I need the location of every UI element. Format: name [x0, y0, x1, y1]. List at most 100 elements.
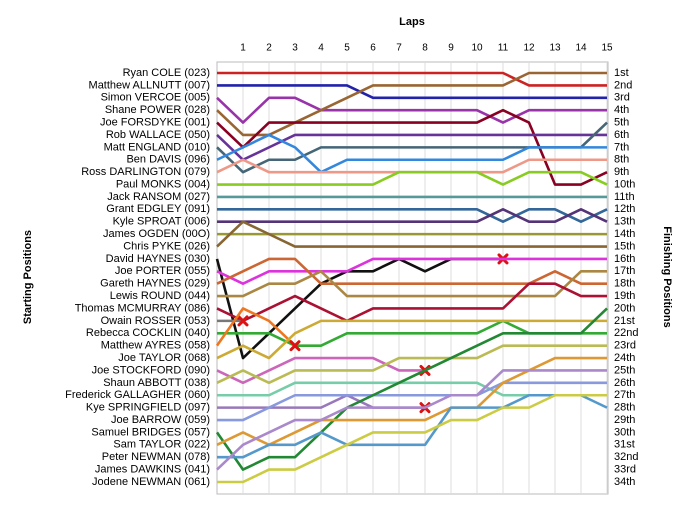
driver-label: Thomas MCMURRAY (086) — [75, 302, 210, 314]
finish-label: 34th — [614, 476, 635, 488]
position-line — [217, 208, 608, 224]
driver-label: Jack RANSOM (027) — [107, 191, 210, 203]
driver-label: Joe BARROW (059) — [111, 414, 210, 426]
driver-label: David HAYNES (030) — [106, 253, 210, 265]
finish-label: 26th — [614, 377, 635, 389]
retired-marker — [237, 315, 249, 327]
position-line — [215, 307, 296, 347]
driver-label: Samuel BRIDGES (057) — [91, 426, 210, 438]
x-tick-label: 12 — [523, 43, 535, 54]
position-line — [216, 282, 607, 323]
y-axis-label: Starting Positions — [22, 230, 34, 324]
driver-label: Gareth HAYNES (029) — [100, 278, 210, 290]
driver-label: Lewis ROUND (044) — [110, 290, 210, 302]
chart-title: Laps — [399, 16, 425, 28]
plot-frame — [216, 61, 609, 495]
finish-label: 16th — [614, 253, 635, 265]
position-line — [216, 356, 607, 447]
position-line — [217, 208, 608, 224]
finish-label: 12th — [614, 203, 635, 215]
position-line — [217, 381, 607, 422]
position-line — [216, 96, 607, 124]
finish-label: 20th — [614, 302, 635, 314]
x-tick-label: 14 — [575, 43, 587, 54]
finish-label: 25th — [614, 364, 635, 376]
driver-label: Matthew ALLNUTT (007) — [89, 79, 210, 91]
driver-label: Rebecca COCKLIN (040) — [86, 327, 210, 339]
position-line — [216, 71, 607, 137]
x-tick-label: 9 — [448, 43, 454, 54]
finish-label: 32nd — [614, 451, 638, 463]
driver-label: Grant EDGLEY (091) — [106, 203, 210, 215]
position-line — [217, 381, 607, 397]
finish-label: 6th — [614, 129, 629, 141]
driver-label: Paul MONKS (004) — [116, 178, 210, 190]
position-line — [217, 393, 608, 459]
finish-label: 2nd — [614, 79, 632, 91]
driver-label: Ben DAVIS (096) — [126, 154, 210, 166]
finish-label: 14th — [614, 228, 635, 240]
finish-label: 1st — [614, 67, 629, 79]
finish-label: 33rd — [614, 464, 636, 476]
position-line — [217, 270, 607, 298]
position-line — [217, 84, 607, 100]
finish-label: 4th — [614, 104, 629, 116]
position-line — [216, 257, 607, 285]
x-tick-label: 10 — [471, 43, 483, 54]
finish-label: 30th — [614, 426, 635, 438]
position-line — [217, 71, 607, 87]
x-tick-label: 1 — [240, 43, 246, 54]
driver-label: Joe FORSDYKE (001) — [100, 116, 210, 128]
retired-marker — [289, 340, 301, 352]
driver-label: Ryan COLE (023) — [123, 67, 210, 79]
finish-label: 17th — [614, 265, 635, 277]
finish-label: 8th — [614, 154, 629, 166]
position-line — [216, 319, 607, 360]
finish-label: 24th — [614, 352, 635, 364]
driver-label: Simon VERCOE (005) — [101, 92, 210, 104]
position-line — [216, 220, 607, 248]
position-line — [216, 369, 607, 471]
driver-label: Jodene NEWMAN (061) — [92, 476, 210, 488]
finish-label: 27th — [614, 389, 635, 401]
driver-label: Matt ENGLAND (010) — [104, 141, 210, 153]
finish-label: 11th — [614, 191, 635, 203]
x-tick-label: 15 — [601, 43, 613, 54]
finish-label: 9th — [614, 166, 629, 178]
finish-label: 5th — [614, 116, 629, 128]
y2-axis-label: Finishing Positions — [661, 226, 673, 327]
driver-label: Owain ROSSER (053) — [101, 315, 210, 327]
driver-label: Ross DARLINGTON (079) — [81, 166, 210, 178]
x-tick-label: 6 — [370, 43, 376, 54]
driver-label: Shane POWER (028) — [105, 104, 210, 116]
driver-label: Matthew AYRES (058) — [101, 340, 210, 352]
driver-label: Shaun ABBOTT (038) — [103, 377, 210, 389]
position-line — [215, 307, 608, 471]
x-tick-label: 13 — [549, 43, 561, 54]
finish-label: 15th — [614, 240, 635, 252]
finish-label: 19th — [614, 290, 635, 302]
position-line — [216, 356, 425, 385]
finish-label: 10th — [614, 178, 635, 190]
finish-label: 21st — [614, 315, 635, 327]
driver-label: Joe STOCKFORD (090) — [92, 364, 210, 376]
x-tick-label: 8 — [422, 43, 428, 54]
finish-label: 22nd — [614, 327, 638, 339]
x-tick-label: 4 — [318, 43, 324, 54]
driver-label: Kye SPRINGFIELD (097) — [86, 402, 210, 414]
driver-label: James OGDEN (00O) — [103, 228, 210, 240]
driver-label: Chris PYKE (026) — [123, 240, 210, 252]
x-tick-label: 7 — [396, 43, 402, 54]
finish-label: 28th — [614, 402, 635, 414]
finish-label: 31st — [614, 439, 635, 451]
driver-label: Joe TAYLOR (068) — [118, 352, 210, 364]
x-tick-label: 5 — [344, 43, 350, 54]
finish-label: 29th — [614, 414, 635, 426]
finish-label: 23rd — [614, 340, 636, 352]
position-line — [216, 344, 607, 385]
position-line — [217, 170, 608, 186]
position-line — [216, 133, 607, 174]
finish-label: 13th — [614, 216, 635, 228]
driver-label: Sam TAYLOR (022) — [113, 439, 210, 451]
